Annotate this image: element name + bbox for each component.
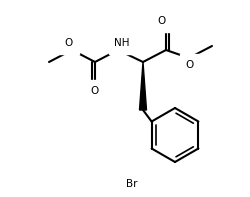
Text: O: O [157, 16, 166, 26]
Polygon shape [139, 62, 146, 110]
Text: O: O [90, 86, 99, 96]
Text: O: O [185, 60, 193, 70]
Text: Br: Br [126, 179, 137, 189]
Text: O: O [64, 38, 73, 48]
Text: NH: NH [114, 38, 129, 48]
